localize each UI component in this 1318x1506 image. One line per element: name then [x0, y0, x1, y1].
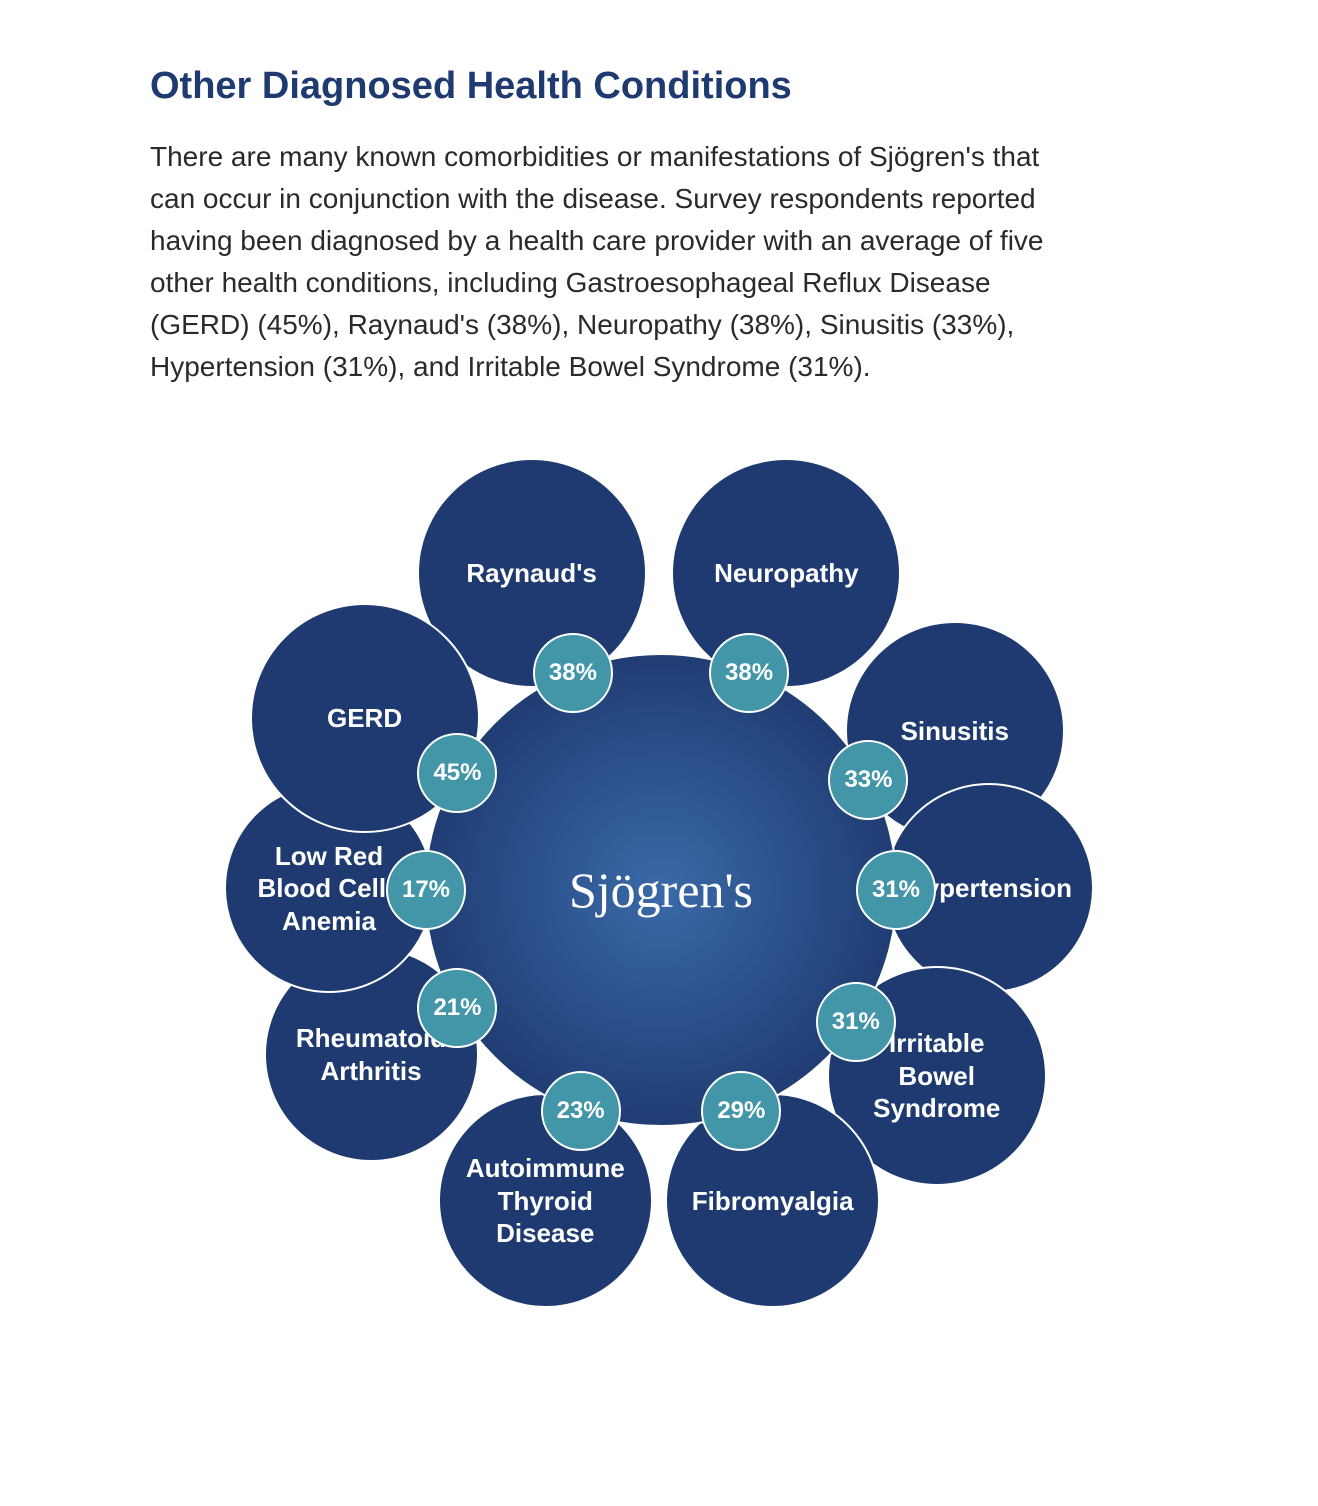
outer-node-label: Sinusitis — [901, 715, 1009, 748]
pct-badge-value: 23% — [557, 1097, 605, 1125]
body-paragraph: There are many known comorbidities or ma… — [150, 136, 1050, 388]
outer-node-neuropathy: Neuropathy — [671, 458, 901, 688]
outer-node-label: Autoimmune Thyroid Disease — [466, 1152, 625, 1250]
center-node-label: Sjögren's — [569, 861, 753, 919]
pct-badge-neuropathy: 38% — [709, 633, 789, 713]
outer-node-label: Neuropathy — [714, 557, 858, 590]
pct-badge-value: 29% — [717, 1097, 765, 1125]
pct-badge-value: 31% — [872, 876, 920, 904]
outer-node-label: GERD — [327, 702, 402, 735]
pct-badge-raynauds: 38% — [533, 633, 613, 713]
outer-node-label: Fibromyalgia — [692, 1185, 854, 1218]
pct-badge-thyroid: 23% — [541, 1071, 621, 1151]
pct-badge-value: 38% — [549, 659, 597, 687]
page-title: Other Diagnosed Health Conditions — [150, 65, 1168, 108]
pct-badge-value: 45% — [433, 759, 481, 787]
outer-node-label: Raynaud's — [466, 557, 596, 590]
center-node: Sjögren's — [424, 653, 898, 1127]
pct-badge-ra: 21% — [417, 968, 497, 1048]
pct-badge-hypertension: 31% — [856, 850, 936, 930]
pct-badge-value: 21% — [433, 994, 481, 1022]
pct-badge-value: 17% — [402, 876, 450, 904]
page-root: Other Diagnosed Health Conditions There … — [0, 0, 1318, 1506]
pct-badge-value: 31% — [832, 1008, 880, 1036]
pct-badge-value: 38% — [725, 659, 773, 687]
pct-badge-value: 33% — [844, 766, 892, 794]
outer-node-label: Low Red Blood Cells Anemia — [257, 840, 400, 938]
pct-badge-ibs: 31% — [816, 982, 896, 1062]
comorbidity-diagram: Sjögren's Raynaud's 38% Neuropathy 38% Sinus… — [159, 428, 1159, 1348]
outer-node-label: Rheumatoid Arthritis — [296, 1022, 446, 1087]
pct-badge-gerd: 45% — [417, 733, 497, 813]
pct-badge-anemia: 17% — [386, 850, 466, 930]
outer-node-label: Irritable Bowel Syndrome — [873, 1027, 1000, 1125]
